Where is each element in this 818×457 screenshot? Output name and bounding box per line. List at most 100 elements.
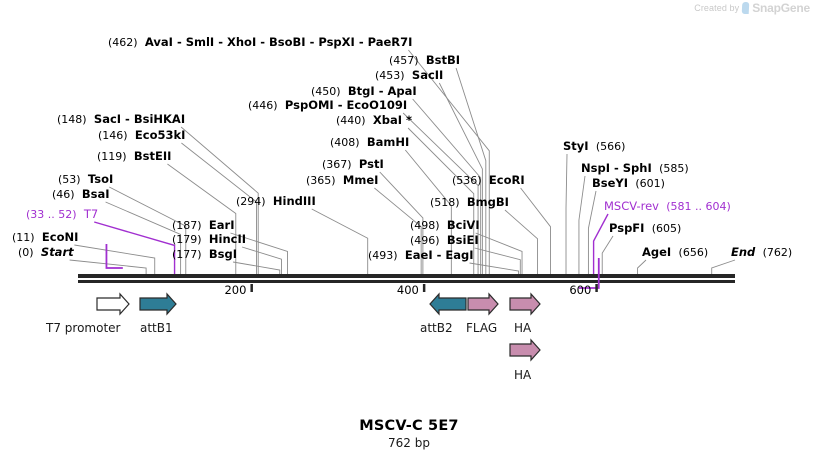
feature-label-ha-2[interactable]: HA — [514, 368, 532, 382]
enzyme-position: (146) — [98, 129, 128, 142]
enzyme-label-bamhi[interactable]: (408) BamHI — [330, 136, 409, 149]
enzyme-name: ApaI — [387, 84, 417, 98]
enzyme-label-psti[interactable]: (367) PstI — [322, 158, 384, 171]
feature-label-t7-promoter[interactable]: T7 promoter — [46, 321, 121, 335]
enzyme-label-eaei[interactable]: (493) EaeI - EagI — [368, 249, 474, 262]
name-separator: - — [333, 98, 347, 112]
feature-label-attb2[interactable]: attB2 — [420, 321, 453, 335]
enzyme-name: EcoO109I — [346, 98, 408, 112]
enzyme-position: (11) — [12, 231, 35, 244]
enzyme-position: (762) — [762, 246, 793, 259]
enzyme-position: (148) — [57, 113, 87, 126]
enzyme-label-pspfi[interactable]: PspFI (605) — [609, 222, 681, 235]
ruler-label-600: 600 — [569, 283, 592, 297]
enzyme-label-sacii[interactable]: (453) SacII — [375, 69, 443, 82]
feature-label-flag[interactable]: FLAG — [466, 321, 498, 335]
feature-label-ha-1[interactable]: HA — [514, 321, 532, 335]
name-separator: - — [305, 35, 319, 49]
enzyme-label-xbai[interactable]: (440) XbaI * — [336, 114, 412, 127]
spacer — [35, 230, 42, 244]
name-separator: - — [609, 161, 623, 175]
enzyme-label-btgi[interactable]: (450) BtgI - ApaI — [311, 85, 417, 98]
enzyme-label-hincii[interactable]: (179) HincII — [172, 233, 246, 246]
enzyme-label-eco53ki[interactable]: (146) Eco53kI — [98, 129, 185, 142]
enzyme-label-styi[interactable]: StyI (566) — [563, 140, 625, 153]
spacer — [266, 194, 273, 208]
watermark-brand: SnapGene — [752, 1, 810, 15]
spacer — [644, 221, 651, 235]
enzyme-label-econi[interactable]: (11) EcoNI — [12, 231, 78, 244]
enzyme-name: EarI — [208, 218, 235, 232]
name-separator: - — [432, 248, 446, 262]
enzyme-position: (367) — [322, 158, 352, 171]
enzyme-position: (294) — [236, 195, 266, 208]
enzyme-name: BtgI — [347, 84, 375, 98]
enzyme-label-bsai[interactable]: (46) BsaI — [52, 188, 110, 201]
enzyme-label-mscvrev[interactable]: MSCV-rev (581 .. 604) — [604, 200, 731, 213]
spacer — [652, 161, 659, 175]
enzyme-label-bcivi[interactable]: (498) BciVI — [410, 219, 480, 232]
enzyme-name: Eco53kI — [134, 128, 186, 142]
enzyme-label-tsoi[interactable]: (53) TsoI — [58, 173, 113, 186]
enzyme-position: (187) — [172, 219, 202, 232]
name-separator: - — [172, 35, 186, 49]
enzyme-name: BseYI — [592, 176, 629, 190]
enzyme-position: (177) — [172, 248, 202, 261]
spacer — [419, 53, 426, 67]
enzyme-label-start[interactable]: (0) Start — [18, 246, 74, 259]
spacer — [202, 247, 209, 261]
enzyme-name: PspFI — [609, 221, 645, 235]
spacer — [128, 128, 135, 142]
spacer — [202, 218, 209, 232]
spacer — [77, 207, 84, 221]
enzyme-label-bsiei[interactable]: (496) BsiEI — [410, 234, 479, 247]
enzyme-position: (566) — [595, 140, 626, 153]
enzyme-name: SmlI — [185, 35, 215, 49]
enzyme-label-bmgbi[interactable]: (518) BmgBI — [430, 196, 509, 209]
enzyme-position: (656) — [678, 246, 709, 259]
enzyme-name: T7 — [83, 207, 99, 221]
enzyme-position: (453) — [375, 69, 405, 82]
enzyme-position: (450) — [311, 85, 341, 98]
name-separator: - — [256, 35, 270, 49]
spacer — [440, 233, 447, 247]
spacer — [87, 112, 94, 126]
enzyme-label-end[interactable]: End (762) — [731, 246, 792, 259]
enzyme-name: NspI — [581, 161, 610, 175]
enzyme-name: BamHI — [366, 135, 410, 149]
enzyme-label-hindiii[interactable]: (294) HindIII — [236, 195, 316, 208]
enzyme-label-bstbi[interactable]: (457) BstBI — [389, 54, 460, 67]
ruler-label-200: 200 — [224, 283, 247, 297]
snapgene-logo-icon — [741, 2, 750, 14]
enzyme-label-pspomi[interactable]: (446) PspOMI - EcoO109I — [248, 99, 407, 112]
enzyme-name: BciVI — [446, 218, 480, 232]
enzyme-position: (462) — [108, 36, 138, 49]
enzyme-label-avai[interactable]: (462) AvaI - SmlI - XhoI - BsoBI - PspXI… — [108, 36, 412, 49]
enzyme-name: BsiHKAI — [133, 112, 186, 126]
enzyme-position: (440) — [336, 114, 366, 127]
enzyme-name: AgeI — [642, 245, 672, 259]
watermark-prefix: Created by — [694, 3, 740, 13]
enzyme-name: BstBI — [425, 53, 461, 67]
spacer — [336, 173, 343, 187]
enzyme-position: (365) — [306, 174, 336, 187]
enzyme-label-mmei[interactable]: (365) MmeI — [306, 174, 378, 187]
spacer — [460, 195, 467, 209]
enzyme-label-agei[interactable]: AgeI (656) — [642, 246, 708, 259]
enzyme-position: (119) — [97, 150, 127, 163]
feature-label-attb1[interactable]: attB1 — [140, 321, 173, 335]
enzyme-label-saci[interactable]: (148) SacI - BsiHKAI — [57, 113, 185, 126]
enzyme-label-t7[interactable]: (33 .. 52) T7 — [26, 208, 98, 221]
enzyme-name: BsoBI — [269, 35, 306, 49]
spacer — [278, 98, 285, 112]
enzyme-label-eari[interactable]: (187) EarI — [172, 219, 234, 232]
enzyme-label-ecori[interactable]: (536) EcoRI — [452, 174, 525, 187]
enzyme-label-nspi[interactable]: NspI - SphI (585) — [581, 162, 689, 175]
enzyme-label-bsteii[interactable]: (119) BstEII — [97, 150, 171, 163]
enzyme-position: (493) — [368, 249, 398, 262]
enzyme-name: EcoRI — [488, 173, 525, 187]
enzyme-position: (446) — [248, 99, 278, 112]
enzyme-label-bseyi[interactable]: BseYI (601) — [592, 177, 665, 190]
enzyme-label-bsgi[interactable]: (177) BsgI — [172, 248, 237, 261]
spacer — [352, 157, 359, 171]
